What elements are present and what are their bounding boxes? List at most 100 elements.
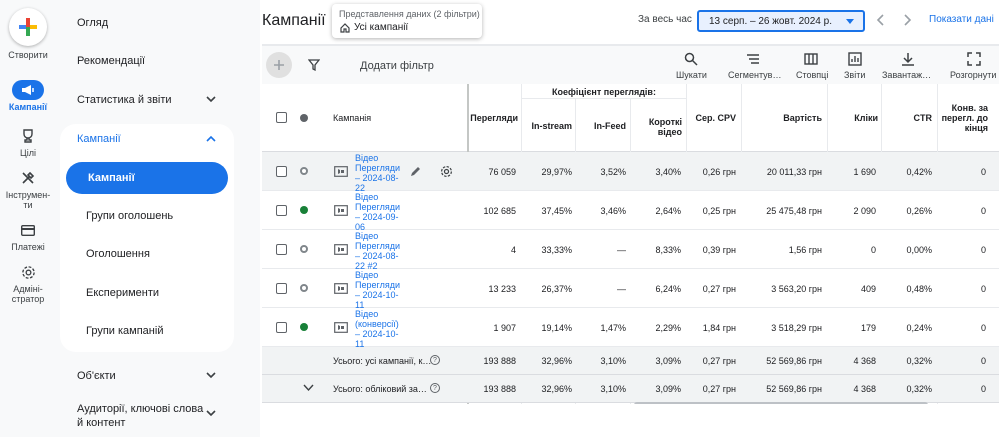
create-label: Створити <box>8 50 48 60</box>
nav-objects[interactable]: Об'єкти <box>77 370 116 382</box>
chevron-down-icon[interactable] <box>206 96 216 103</box>
add-button[interactable] <box>266 52 292 78</box>
chevron-down-icon[interactable] <box>303 384 314 392</box>
show-data-link[interactable]: Показати дані <box>929 14 994 25</box>
cell-views: 102 685 <box>483 206 516 216</box>
nav-recommendations[interactable]: Рекомендації <box>77 55 146 67</box>
help-icon[interactable]: ? <box>430 383 440 393</box>
total-cpv: 0,27 грн <box>702 384 736 394</box>
header-campaign[interactable]: Кампанія <box>333 113 372 123</box>
header-instream[interactable]: In-stream <box>531 121 572 131</box>
nav-stats[interactable]: Статистика й звіти <box>77 94 217 106</box>
total-clicks: 4 368 <box>853 356 876 366</box>
gear-icon[interactable] <box>440 165 453 178</box>
cell-conv: 0 <box>980 323 986 333</box>
row-checkbox[interactable] <box>276 283 287 294</box>
header-cost[interactable]: Вартість <box>783 113 822 123</box>
help-icon[interactable]: ? <box>430 355 440 365</box>
page-title: Кампанії <box>262 12 326 29</box>
download-label: Завантаж… <box>882 70 932 80</box>
row-checkbox[interactable] <box>276 322 287 333</box>
chevron-up-icon[interactable] <box>206 135 216 142</box>
total-infeed: 3,10% <box>600 356 626 366</box>
create-button[interactable] <box>9 8 47 46</box>
rail-billing[interactable] <box>12 220 44 240</box>
row-checkbox[interactable] <box>276 244 287 255</box>
filter-icon[interactable] <box>308 59 320 71</box>
expand-button[interactable]: Розгорнути <box>950 51 996 80</box>
nav-campaign-groups[interactable]: Групи кампаній <box>86 325 164 337</box>
campaign-name-link[interactable]: Відео Перегляди – 2024-09- 06 <box>355 192 400 232</box>
header-infeed[interactable]: In-Feed <box>593 121 626 131</box>
search-label: Шукати <box>676 70 707 80</box>
horizontal-scrollbar[interactable] <box>634 402 928 404</box>
status-active-icon <box>300 323 308 331</box>
header-shorts[interactable]: Короткі відео <box>648 117 682 137</box>
cell-cost: 3 518,29 грн <box>771 323 822 333</box>
header-cpv[interactable]: Сер. CPV <box>695 113 736 123</box>
search-icon <box>684 52 698 66</box>
nav-campaigns-group-label[interactable]: Кампанії <box>77 133 121 145</box>
nav-ads[interactable]: Оголошення <box>86 248 150 260</box>
date-range-select[interactable]: 13 серп. – 26 жовт. 2024 р. <box>697 10 865 32</box>
total-label: Усього: усі кампанії, к… <box>333 356 432 366</box>
header-view-rate: Коефіцієнт переглядів: <box>552 87 656 97</box>
table-row[interactable]: Відео Перегляди – 2024-09- 06 102 685 37… <box>262 191 999 232</box>
rail-campaigns[interactable] <box>12 80 44 100</box>
nav-overview[interactable]: Огляд <box>77 17 109 29</box>
video-campaign-icon <box>334 205 348 216</box>
rail-goals[interactable] <box>12 126 44 146</box>
rail-admin[interactable] <box>12 262 44 282</box>
chevron-down-icon[interactable] <box>206 372 216 379</box>
header-clicks[interactable]: Кліки <box>854 113 878 123</box>
rail-goals-label: Цілі <box>20 148 36 158</box>
total-conv: 0 <box>980 356 986 366</box>
data-view-selector[interactable]: Представлення даних (2 фільтри) Усі камп… <box>332 4 482 38</box>
add-filter-button[interactable]: Додати фільтр <box>360 60 434 72</box>
cell-conv: 0 <box>980 245 986 255</box>
cell-instream: 19,14% <box>541 323 572 333</box>
total-label: Усього: обліковий за… <box>333 384 427 394</box>
campaign-name-link[interactable]: Відео Перегляди – 2024-10- 11 <box>355 270 400 310</box>
tools-icon <box>22 171 35 184</box>
table-row[interactable]: Відео Перегляди – 2024-08- 22 76 059 29,… <box>262 152 999 193</box>
segment-button[interactable]: Сегментув… <box>728 51 781 80</box>
search-button[interactable]: Шукати <box>676 51 707 80</box>
nav-campaigns[interactable]: Кампанії <box>66 162 228 194</box>
chevron-down-icon[interactable] <box>206 410 216 417</box>
cell-views: 13 233 <box>488 284 516 294</box>
columns-button[interactable]: Стовпці <box>796 51 828 80</box>
table-row[interactable]: Відео Перегляди – 2024-10- 11 13 233 26,… <box>262 269 999 310</box>
row-checkbox[interactable] <box>276 205 287 216</box>
pencil-icon[interactable] <box>410 166 421 177</box>
rail-admin-label: Адміні- стратор <box>11 284 45 304</box>
nav-experiments[interactable]: Експерименти <box>86 287 160 299</box>
row-checkbox[interactable] <box>276 166 287 177</box>
chevron-left-icon[interactable] <box>876 14 884 26</box>
total-shorts: 3,09% <box>655 384 681 394</box>
total-views: 193 888 <box>483 356 516 366</box>
campaign-name-link[interactable]: Відео Перегляди – 2024-08- 22 <box>355 153 400 193</box>
nav-ad-groups[interactable]: Групи оголошень <box>86 210 174 222</box>
reports-button[interactable]: Звіти <box>844 51 865 80</box>
credit-card-icon <box>21 224 35 236</box>
chevron-right-icon[interactable] <box>904 14 912 26</box>
rail-tools[interactable] <box>12 168 44 188</box>
cell-instream: 26,37% <box>541 284 572 294</box>
cell-shorts: 8,33% <box>655 245 681 255</box>
nav-audiences[interactable]: Аудиторії, ключові слова й контент <box>77 403 204 429</box>
header-views[interactable]: Перегляди <box>470 113 518 123</box>
period-label: За весь час <box>638 14 692 25</box>
table-row[interactable]: Відео (конверсії) – 2024-10- 11 1 907 19… <box>262 308 999 349</box>
header-ctr[interactable]: CTR <box>913 113 933 123</box>
total-ctr: 0,32% <box>906 384 932 394</box>
cell-ctr: 0,42% <box>906 167 932 177</box>
table-row[interactable]: Відео Перегляди – 2024-08- 22 #2 4 33,33… <box>262 230 999 271</box>
select-all-checkbox[interactable] <box>276 112 287 123</box>
caret-down-icon <box>846 19 854 24</box>
campaign-name-link[interactable]: Відео Перегляди – 2024-08- 22 #2 <box>355 231 400 271</box>
total-clicks: 4 368 <box>853 384 876 394</box>
campaign-name-link[interactable]: Відео (конверсії) – 2024-10- 11 <box>355 309 399 349</box>
header-conv[interactable]: Конв. за перегл. до кінця <box>941 103 988 133</box>
download-button[interactable]: Завантаж… <box>882 51 931 80</box>
